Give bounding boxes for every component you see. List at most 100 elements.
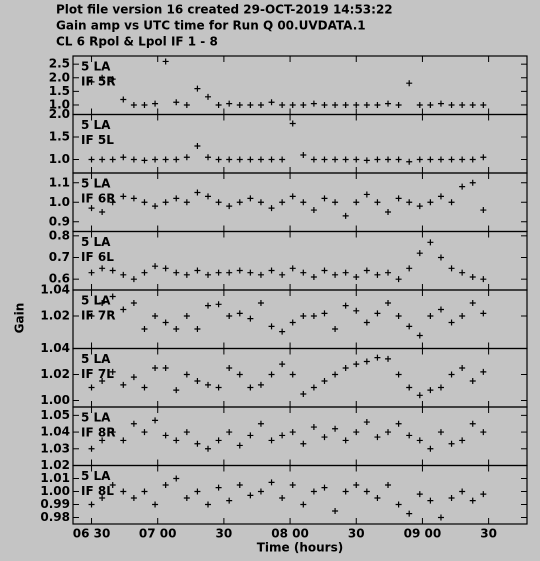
- y-tick-label: 1.05: [40, 408, 70, 422]
- data-point: [321, 101, 328, 108]
- data-point: [226, 100, 233, 107]
- data-point: [152, 203, 159, 210]
- data-point: [215, 437, 222, 444]
- data-point: [247, 432, 254, 439]
- data-point: [152, 365, 159, 371]
- data-point: [183, 313, 190, 319]
- title-line: CL 6 Rpol & Lpol IF 1 - 8: [56, 35, 218, 49]
- data-point: [448, 265, 455, 272]
- data-point: [289, 319, 296, 326]
- data-point: [162, 199, 169, 206]
- data-point: [310, 207, 317, 214]
- panel-frame: [72, 464, 528, 525]
- data-point: [279, 432, 286, 439]
- data-point: [183, 101, 190, 108]
- x-tick-label: 07 00: [139, 527, 177, 541]
- data-point: [459, 313, 466, 319]
- if-label: IF 5L: [81, 133, 114, 147]
- data-point: [469, 156, 476, 163]
- data-point: [120, 381, 127, 388]
- data-point: [459, 101, 466, 108]
- data-point: [183, 199, 190, 206]
- data-point: [300, 269, 307, 276]
- data-point: [427, 156, 434, 163]
- y-tick-label: 1.1: [49, 175, 70, 189]
- data-point: [353, 274, 360, 280]
- data-point: [279, 156, 286, 163]
- data-point: [363, 101, 370, 108]
- data-point: [289, 120, 296, 127]
- data-point: [459, 437, 466, 444]
- data-point: [353, 429, 360, 436]
- data-point: [448, 156, 455, 163]
- data-point: [173, 269, 180, 276]
- data-point: [310, 100, 317, 107]
- data-point: [226, 313, 233, 319]
- data-point: [385, 269, 392, 276]
- data-point: [279, 328, 286, 335]
- y-tick-label: 1.0: [49, 97, 70, 111]
- data-point: [236, 442, 243, 449]
- data-point: [130, 195, 137, 202]
- data-point: [300, 440, 307, 447]
- data-point: [88, 156, 95, 163]
- antenna-label: 5 LA: [81, 352, 111, 366]
- data-point: [194, 267, 201, 274]
- antenna-label: 5 LA: [81, 60, 111, 74]
- data-point: [162, 482, 169, 488]
- data-point: [257, 101, 264, 108]
- y-tick-label: 2.0: [49, 107, 70, 121]
- data-point: [99, 495, 106, 501]
- data-point: [300, 199, 307, 206]
- y-tick-label: 0.99: [40, 497, 70, 511]
- data-point: [469, 378, 476, 384]
- data-point: [310, 384, 317, 391]
- data-point: [342, 488, 349, 495]
- data-point: [427, 239, 434, 246]
- data-point: [300, 101, 307, 108]
- data-point: [88, 501, 95, 508]
- data-point: [353, 156, 360, 163]
- data-point: [416, 437, 423, 444]
- y-tick-label: 0.9: [49, 214, 70, 228]
- data-point: [427, 313, 434, 319]
- data-point: [152, 313, 159, 319]
- data-point: [205, 154, 212, 161]
- data-point: [310, 488, 317, 495]
- data-point: [480, 101, 487, 108]
- data-point: [215, 269, 222, 276]
- antenna-label: 5 LA: [81, 411, 111, 425]
- y-tick-label: 1.00: [40, 484, 70, 498]
- data-point: [342, 212, 349, 219]
- data-point: [363, 191, 370, 198]
- data-point: [385, 300, 392, 306]
- antenna-label: 5 LA: [81, 118, 111, 132]
- data-point: [374, 199, 381, 206]
- data-point: [130, 300, 137, 306]
- data-point: [194, 488, 201, 495]
- data-point: [109, 368, 116, 375]
- data-point: [236, 310, 243, 317]
- y-tick-label: 0.98: [40, 510, 70, 524]
- data-point: [374, 101, 381, 108]
- data-point: [183, 429, 190, 436]
- data-point: [236, 101, 243, 108]
- y-tick-label: 1.02: [40, 458, 70, 472]
- y-axis-label: Gain: [13, 303, 27, 334]
- data-point: [395, 276, 402, 283]
- data-point: [120, 154, 127, 161]
- x-axis-label: Time (hours): [257, 541, 343, 555]
- y-tick-label: 0.8: [49, 228, 70, 242]
- data-point: [205, 271, 212, 278]
- data-point: [226, 365, 233, 371]
- y-tick-label: 1.5: [49, 130, 70, 144]
- data-point: [247, 492, 254, 499]
- data-point: [215, 101, 222, 108]
- data-point: [141, 101, 148, 108]
- data-point: [99, 74, 106, 81]
- data-point: [141, 199, 148, 206]
- data-point: [406, 510, 413, 517]
- data-point: [395, 313, 402, 319]
